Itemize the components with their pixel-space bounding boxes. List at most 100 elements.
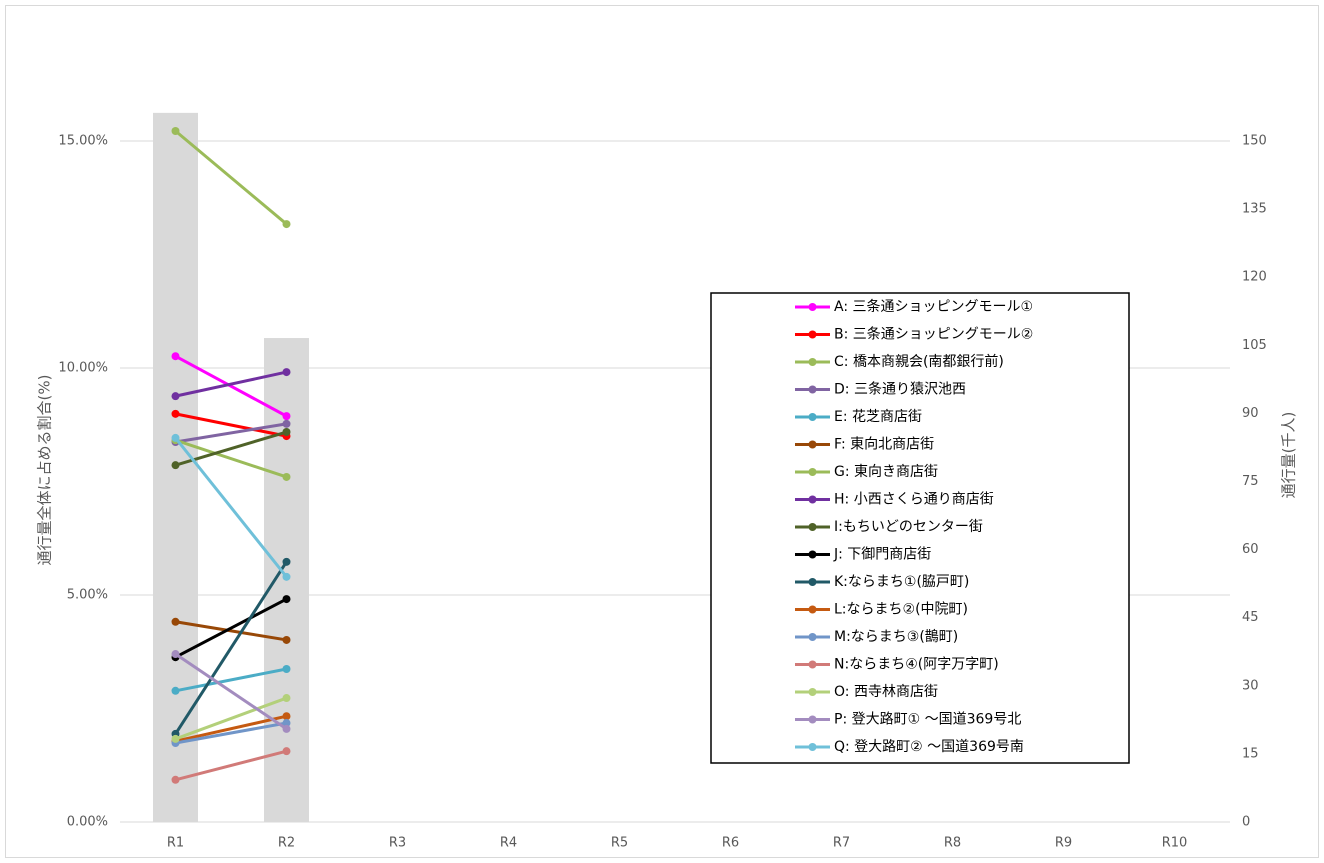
x-tick-label: R7 bbox=[833, 836, 850, 851]
legend-marker bbox=[808, 633, 817, 641]
legend-label: H: 小西さくら通り商店街 bbox=[834, 492, 994, 508]
y-tick-label: 15.00% bbox=[58, 134, 108, 149]
y2-axis-title: 通行量(千人) bbox=[1280, 412, 1298, 499]
legend-box bbox=[710, 292, 1130, 764]
legend-label: J: 下御門商店街 bbox=[833, 547, 931, 563]
point bbox=[282, 220, 291, 229]
point bbox=[171, 392, 180, 401]
legend-label: Q: 登大路町② ～国道369号南 bbox=[834, 739, 1024, 755]
legend-marker bbox=[808, 413, 817, 421]
legend-marker bbox=[808, 743, 817, 751]
y2-tick-label: 120 bbox=[1242, 270, 1267, 285]
legend-marker bbox=[808, 578, 817, 586]
point bbox=[171, 734, 180, 743]
point bbox=[171, 461, 180, 470]
point bbox=[282, 595, 291, 604]
series-line bbox=[175, 749, 287, 782]
legend-label: D: 三条通り猿沢池西 bbox=[834, 381, 966, 398]
legend: A: 三条通ショッピングモール① B: 三条通ショッピングモール② C: 橋本商親会… bbox=[795, 298, 1033, 755]
grid: 0.00% 5.00% 10.00% 15.00% 0 15 30 45 60 75 90 105 12… bbox=[58, 134, 1266, 851]
legend-label: C: 橋本商親会(南都銀行前) bbox=[834, 353, 1004, 370]
series-line bbox=[175, 714, 287, 743]
legend-marker bbox=[808, 385, 817, 394]
point bbox=[282, 712, 291, 721]
y2-tick-label: 0 bbox=[1242, 815, 1250, 830]
legend-label: P: 登大路町① ～国道369号北 bbox=[834, 712, 1021, 728]
series-line bbox=[174, 436, 288, 578]
x-tick-label: R6 bbox=[722, 836, 739, 851]
point bbox=[171, 127, 180, 136]
point bbox=[282, 724, 291, 733]
y2-tick-label: 30 bbox=[1242, 678, 1259, 693]
series-line bbox=[175, 721, 287, 745]
y-tick-label: 0.00% bbox=[67, 815, 108, 830]
legend-label: O: 西寺林商店街 bbox=[834, 684, 938, 700]
series-line bbox=[174, 652, 288, 731]
point bbox=[282, 572, 291, 581]
series-line bbox=[175, 412, 287, 438]
x-tick-label: R5 bbox=[611, 836, 628, 851]
legend-marker bbox=[808, 303, 817, 311]
x-tick-label: R8 bbox=[944, 836, 961, 851]
y-axis-title: 通行量全体に占める割合(%) bbox=[36, 375, 54, 566]
series-line bbox=[174, 129, 288, 226]
point bbox=[282, 719, 291, 728]
point bbox=[171, 650, 180, 659]
series-line bbox=[174, 354, 288, 418]
x-tick-label: R10 bbox=[1162, 836, 1188, 851]
point bbox=[282, 472, 291, 481]
series-line bbox=[175, 667, 287, 693]
legend-marker bbox=[808, 495, 817, 504]
legend-label: L:ならまち②(中院町) bbox=[834, 602, 968, 618]
legend-marker bbox=[808, 660, 817, 669]
x-tick-label: R4 bbox=[500, 836, 517, 851]
legend-label: K:ならまち①(脇戸町) bbox=[834, 574, 969, 590]
series-line bbox=[175, 370, 287, 398]
point bbox=[282, 419, 291, 428]
x-tick-label: R9 bbox=[1055, 836, 1072, 851]
point bbox=[282, 694, 291, 703]
y2-tick-label: 90 bbox=[1242, 406, 1259, 421]
legend-label: M:ならまち③(鵲町) bbox=[834, 629, 958, 645]
y2-tick-label: 105 bbox=[1242, 338, 1267, 353]
x-tick-label: R1 bbox=[167, 836, 184, 851]
y-tick-label: 5.00% bbox=[67, 588, 108, 603]
y2-tick-label: 150 bbox=[1242, 134, 1267, 149]
legend-marker bbox=[808, 715, 817, 724]
point bbox=[282, 557, 291, 566]
point bbox=[171, 433, 180, 442]
legend-marker bbox=[808, 468, 817, 476]
point bbox=[282, 428, 291, 437]
legend-label: G: 東向き商店街 bbox=[834, 464, 938, 480]
legend-label: I:もちいどのセンター街 bbox=[834, 519, 983, 535]
point bbox=[171, 686, 180, 695]
y2-tick-label: 45 bbox=[1242, 610, 1259, 625]
series-line bbox=[174, 597, 288, 659]
point bbox=[171, 617, 180, 626]
x-tick-label: R2 bbox=[278, 836, 295, 851]
series-line bbox=[175, 438, 287, 479]
legend-marker bbox=[808, 330, 817, 339]
series-line bbox=[174, 696, 288, 741]
legend-marker bbox=[808, 523, 817, 531]
point bbox=[282, 747, 291, 756]
legend-marker bbox=[808, 605, 817, 614]
legend-marker bbox=[808, 550, 817, 559]
y2-tick-label: 135 bbox=[1242, 202, 1267, 217]
legend-label: N:ならまち④(阿字万字町) bbox=[834, 657, 999, 673]
legend-label: F: 東向北商店街 bbox=[834, 437, 934, 453]
y2-tick-label: 75 bbox=[1242, 474, 1259, 489]
point bbox=[171, 409, 180, 418]
y-tick-label: 10.00% bbox=[58, 361, 108, 376]
series-line bbox=[175, 422, 287, 444]
legend-label: B: 三条通ショッピングモール② bbox=[834, 326, 1033, 343]
x-tick-label: R3 bbox=[389, 836, 406, 851]
legend-label: A: 三条通ショッピングモール① bbox=[834, 298, 1033, 315]
legend-label: E: 花芝商店街 bbox=[834, 409, 922, 425]
point bbox=[282, 368, 291, 377]
legend-marker bbox=[808, 358, 817, 366]
point bbox=[282, 412, 291, 421]
point bbox=[171, 352, 180, 361]
point bbox=[282, 665, 291, 674]
